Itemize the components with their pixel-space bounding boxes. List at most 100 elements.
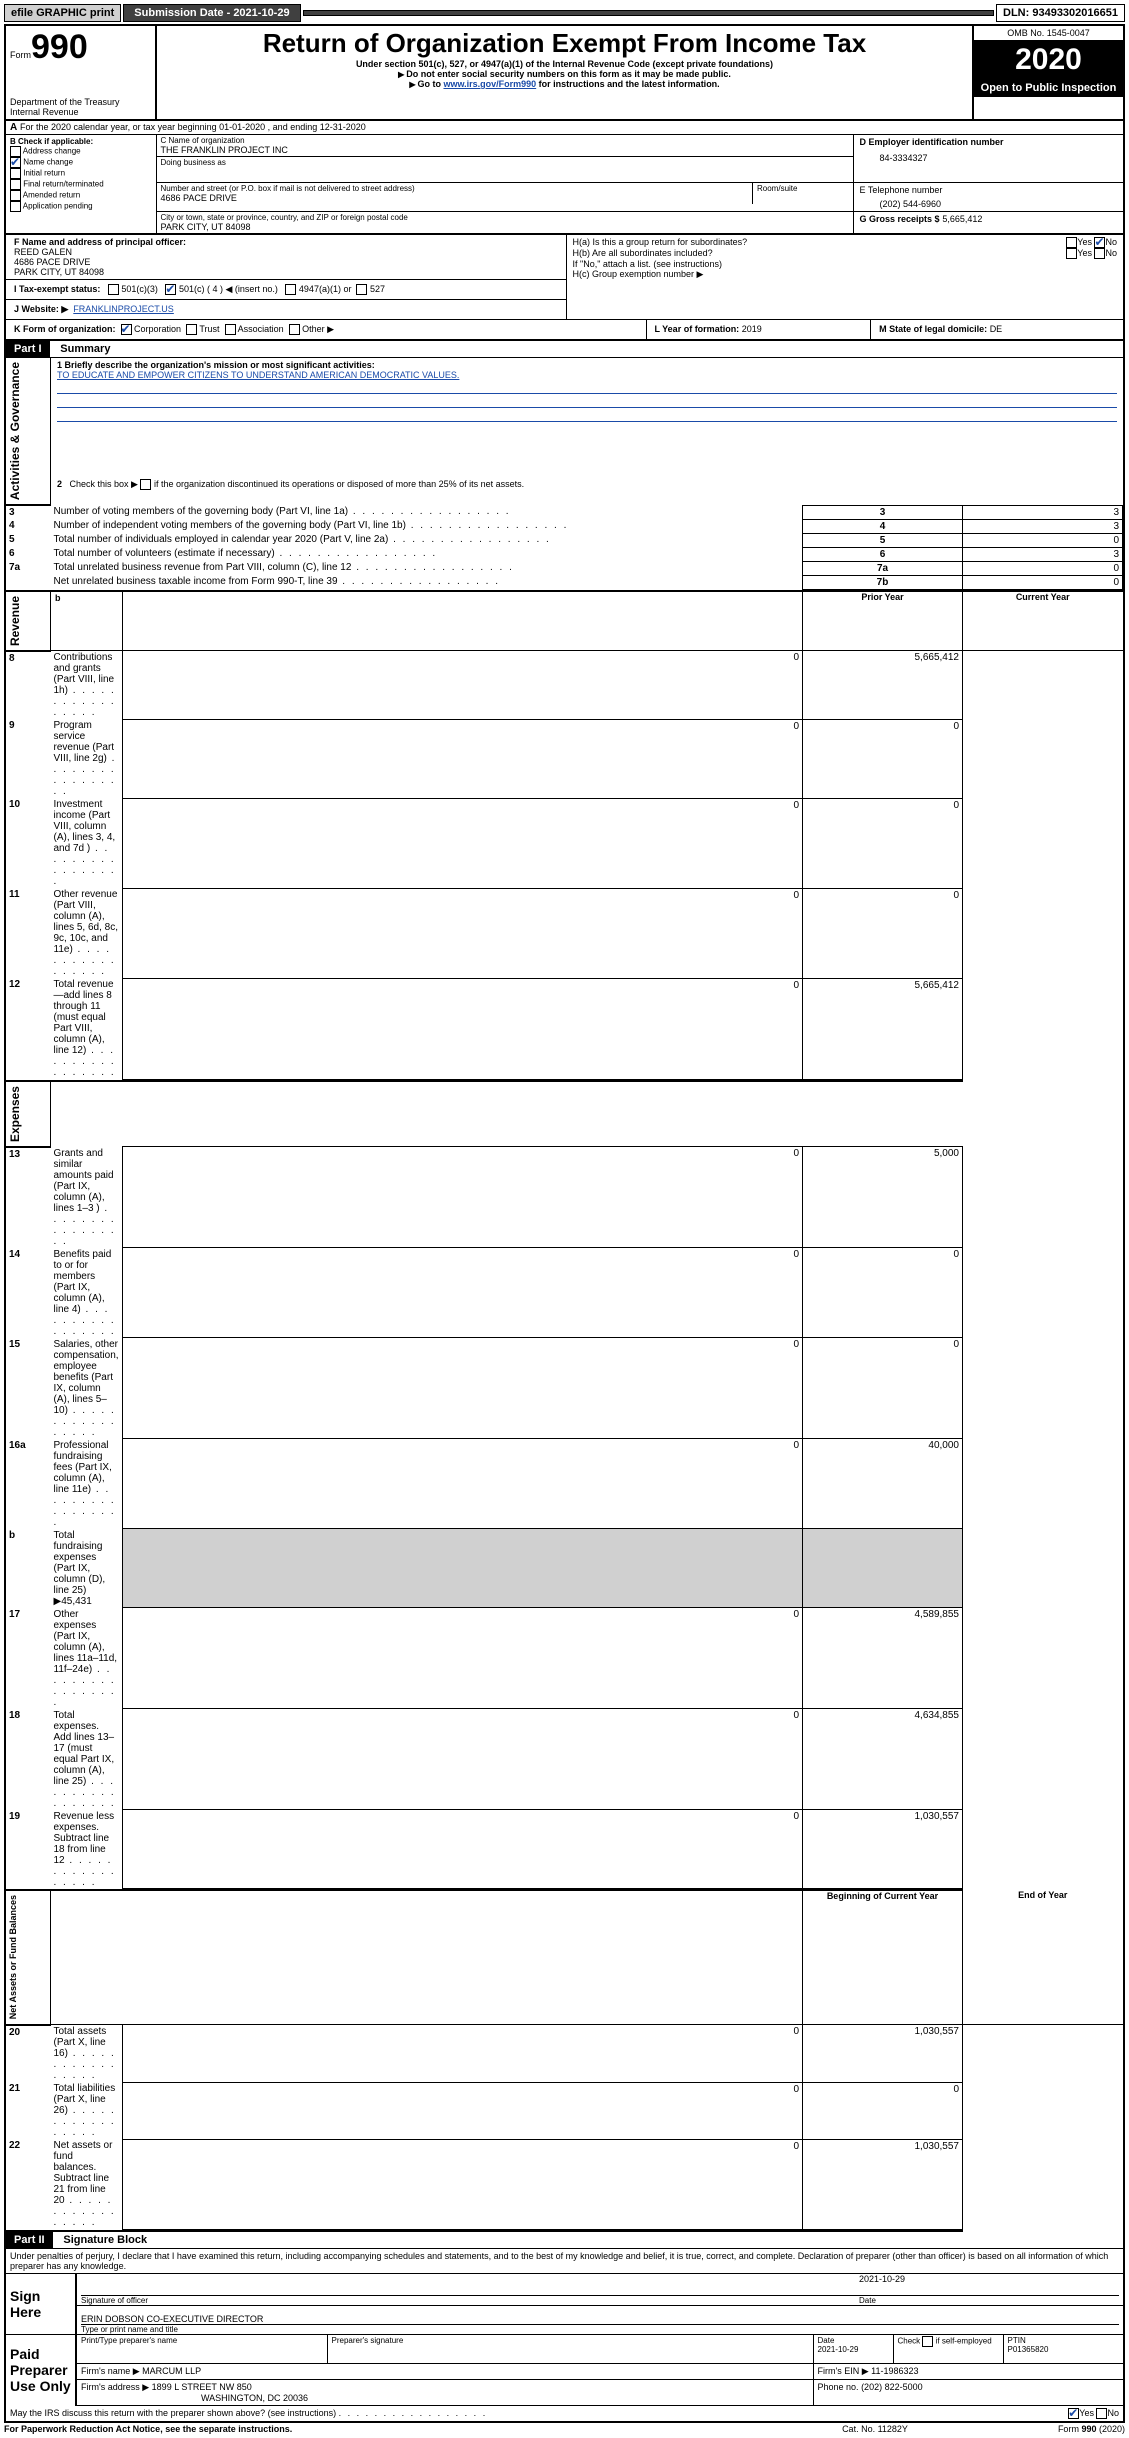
chk-4947[interactable] bbox=[285, 284, 296, 295]
officer-addr2: PARK CITY, UT 84098 bbox=[14, 267, 558, 277]
data-row: 12Total revenue—add lines 8 through 11 (… bbox=[6, 978, 1123, 1079]
prep-date: Date2021-10-29 bbox=[813, 2335, 893, 2363]
chk-corp[interactable] bbox=[121, 324, 132, 335]
q2: 2 Check this box ▶ if the organization d… bbox=[51, 477, 1123, 505]
g-value: 5,665,412 bbox=[942, 214, 982, 224]
prep-name-label: Print/Type preparer's name bbox=[77, 2335, 327, 2363]
prior-year-header: Prior Year bbox=[803, 591, 963, 651]
goto-note: Go to www.irs.gov/Form990 for instructio… bbox=[163, 79, 966, 89]
irs-link[interactable]: www.irs.gov/Form990 bbox=[443, 79, 536, 89]
chk-527[interactable] bbox=[356, 284, 367, 295]
chk-discontinued[interactable] bbox=[140, 479, 151, 490]
discuss-yesno[interactable]: Yes No bbox=[1068, 2408, 1119, 2419]
chk-other[interactable] bbox=[289, 324, 300, 335]
officer-printed: ERIN DOBSON CO-EXECUTIVE DIRECTOR bbox=[81, 2306, 1119, 2325]
gov-row: 7aTotal unrelated business revenue from … bbox=[6, 561, 1123, 575]
part1-header: Part I bbox=[6, 341, 50, 357]
type-name-label: Type or print name and title bbox=[81, 2325, 1119, 2334]
dept-treasury: Department of the Treasury bbox=[10, 97, 151, 107]
chk-assoc[interactable] bbox=[225, 324, 236, 335]
vert-netassets: Net Assets or Fund Balances bbox=[6, 1891, 20, 2023]
data-row: 10Investment income (Part VIII, column (… bbox=[6, 798, 1123, 888]
spacer-bar bbox=[303, 10, 994, 16]
paid-prep-label: Paid Preparer Use Only bbox=[6, 2335, 76, 2406]
data-row: 8Contributions and grants (Part VIII, li… bbox=[6, 651, 1123, 720]
prep-sig-label: Preparer's signature bbox=[327, 2335, 813, 2363]
hb-yesno[interactable]: Yes No bbox=[1007, 248, 1117, 259]
form-footer: Form 990 (2020) bbox=[975, 2424, 1125, 2434]
chk-app[interactable]: Application pending bbox=[10, 201, 152, 212]
paperwork-note: For Paperwork Reduction Act Notice, see … bbox=[4, 2424, 775, 2434]
g-label: G Gross receipts $ bbox=[860, 214, 940, 224]
section-m: M State of legal domicile: DE bbox=[871, 320, 1123, 340]
hb-label: H(b) Are all subordinates included? bbox=[573, 248, 1008, 259]
discuss-row: May the IRS discuss this return with the… bbox=[6, 2405, 1123, 2421]
year-box: 2020 bbox=[974, 41, 1123, 79]
dba-label: Doing business as bbox=[161, 158, 849, 167]
data-row: 15Salaries, other compensation, employee… bbox=[6, 1338, 1123, 1439]
city: PARK CITY, UT 84098 bbox=[161, 222, 849, 232]
f-label: F Name and address of principal officer: bbox=[14, 237, 558, 247]
form-label: Form990 bbox=[10, 28, 151, 67]
form-title: Return of Organization Exempt From Incom… bbox=[163, 28, 966, 59]
chk-address[interactable]: Address change bbox=[10, 146, 152, 157]
subtitle: Under section 501(c), 527, or 4947(a)(1)… bbox=[163, 59, 966, 69]
ha-yesno[interactable]: Yes No bbox=[1007, 237, 1117, 248]
chk-name[interactable]: Name change bbox=[10, 157, 152, 168]
current-year-header: Current Year bbox=[963, 591, 1123, 651]
data-row: bTotal fundraising expenses (Part IX, co… bbox=[6, 1529, 1123, 1608]
data-row: 14Benefits paid to or for members (Part … bbox=[6, 1248, 1123, 1338]
top-bar: efile GRAPHIC print Submission Date - 20… bbox=[4, 4, 1125, 22]
chk-trust[interactable] bbox=[186, 324, 197, 335]
hc-label: H(c) Group exemption number ▶ bbox=[573, 269, 1118, 280]
q1-label: 1 Briefly describe the organization's mi… bbox=[57, 360, 1117, 370]
officer-name: REED GALEN bbox=[14, 247, 558, 257]
gov-row: 6Total number of volunteers (estimate if… bbox=[6, 547, 1123, 561]
chk-initial[interactable]: Initial return bbox=[10, 168, 152, 179]
part1-title: Summary bbox=[52, 341, 118, 357]
section-k: K Form of organization: Corporation Trus… bbox=[6, 320, 646, 340]
form-container: Form990 Department of the Treasury Inter… bbox=[4, 24, 1125, 2423]
self-emp[interactable]: Check if self-employed bbox=[893, 2335, 1003, 2363]
room-label: Room/suite bbox=[757, 184, 849, 193]
part1-table: Activities & Governance 1 Briefly descri… bbox=[6, 358, 1123, 2231]
data-row: 11Other revenue (Part VIII, column (A), … bbox=[6, 888, 1123, 978]
hb-note: If "No," attach a list. (see instruction… bbox=[573, 259, 1118, 269]
firm-addr1: 1899 L STREET NW 850 bbox=[152, 2382, 252, 2392]
part2-title: Signature Block bbox=[55, 2232, 155, 2248]
data-row: 13Grants and similar amounts paid (Part … bbox=[6, 1147, 1123, 1248]
sig-officer-label: Signature of officer bbox=[81, 2296, 859, 2306]
gov-row: 5Total number of individuals employed in… bbox=[6, 533, 1123, 547]
date-label: Date bbox=[859, 2296, 1119, 2306]
data-row: 21Total liabilities (Part X, line 26)00 bbox=[6, 2082, 1123, 2139]
org-name: THE FRANKLIN PROJECT INC bbox=[161, 145, 849, 155]
perjury-text: Under penalties of perjury, I declare th… bbox=[6, 2249, 1123, 2274]
signature-table: Sign Here 2021-10-29 Signature of office… bbox=[6, 2274, 1123, 2421]
website-link[interactable]: FRANKLINPROJECT.US bbox=[73, 304, 174, 314]
efile-button[interactable]: efile GRAPHIC print bbox=[4, 4, 121, 22]
part2-header-row: Part II Signature Block bbox=[6, 2232, 1123, 2249]
section-j: J Website: ▶ FRANKLINPROJECT.US bbox=[6, 300, 566, 320]
begin-year-header: Beginning of Current Year bbox=[803, 1890, 963, 2024]
sig-date: 2021-10-29 bbox=[859, 2274, 1119, 2284]
firm-addr2: WASHINGTON, DC 20036 bbox=[81, 2393, 809, 2403]
part2-header: Part II bbox=[6, 2232, 53, 2248]
chk-501c[interactable] bbox=[165, 284, 176, 295]
chk-final[interactable]: Final return/terminated bbox=[10, 179, 152, 190]
data-row: 20Total assets (Part X, line 16)01,030,5… bbox=[6, 2025, 1123, 2083]
vert-revenue: Revenue bbox=[6, 592, 24, 650]
header-table: Form990 Department of the Treasury Inter… bbox=[6, 26, 1123, 121]
part1-header-row: Part I Summary bbox=[6, 341, 1123, 358]
section-l: L Year of formation: 2019 bbox=[646, 320, 871, 340]
end-year-header: End of Year bbox=[963, 1890, 1123, 2024]
chk-501c3[interactable] bbox=[108, 284, 119, 295]
submission-date: Submission Date - 2021-10-29 bbox=[123, 4, 300, 22]
footer: For Paperwork Reduction Act Notice, see … bbox=[4, 2424, 1125, 2434]
chk-amended[interactable]: Amended return bbox=[10, 190, 152, 201]
city-label: City or town, state or province, country… bbox=[161, 213, 849, 222]
data-row: 18Total expenses. Add lines 13–17 (must … bbox=[6, 1709, 1123, 1810]
entity-table: B Check if applicable: Address change Na… bbox=[6, 135, 1123, 235]
section-a: A For the 2020 calendar year, or tax yea… bbox=[6, 121, 1123, 135]
firm-name: MARCUM LLP bbox=[142, 2366, 201, 2376]
col-b: b bbox=[51, 591, 123, 651]
